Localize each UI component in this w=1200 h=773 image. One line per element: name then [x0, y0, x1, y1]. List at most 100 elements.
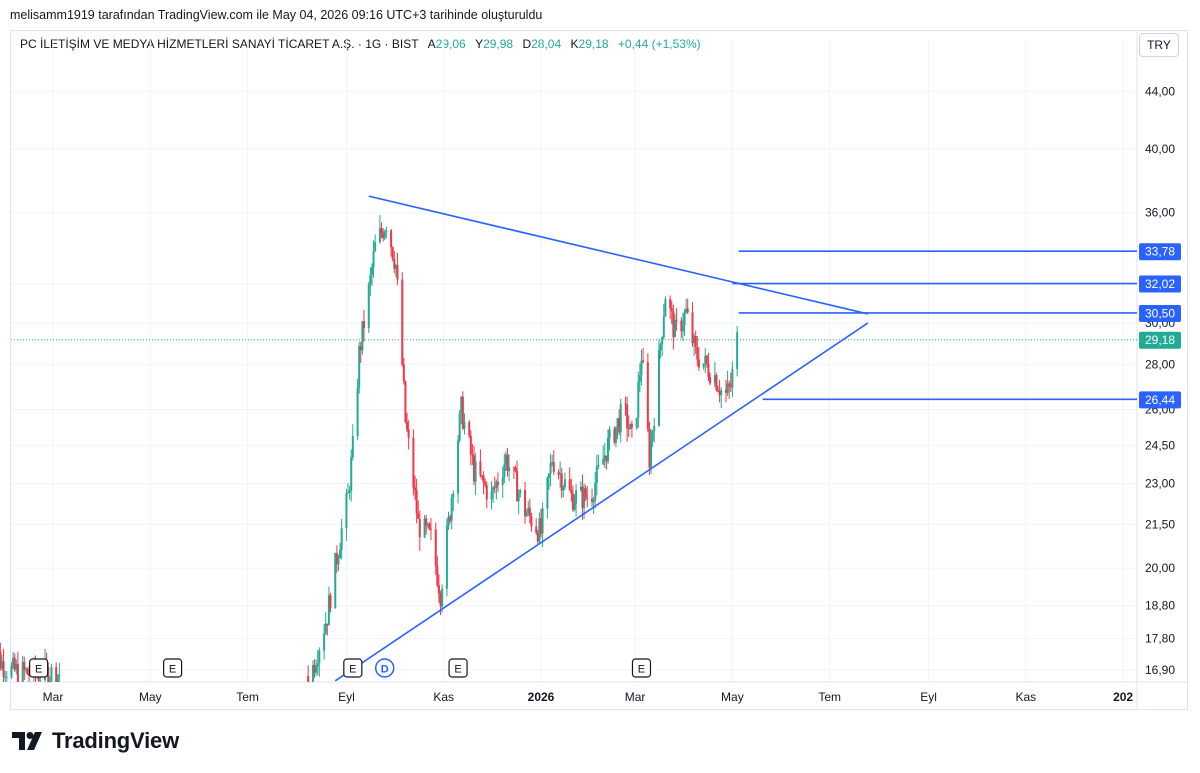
candle-body — [570, 489, 573, 494]
x-tick-label: Kas — [433, 690, 454, 704]
candle-body — [591, 498, 594, 502]
candle-body — [616, 418, 619, 427]
candle-body — [704, 355, 707, 364]
candle-body — [624, 403, 627, 405]
x-tick-label: Mar — [625, 690, 646, 704]
price-label: 32,02 — [1145, 277, 1175, 291]
candle-body — [473, 455, 476, 482]
candle-body — [372, 251, 375, 268]
price-label-bg — [1139, 304, 1181, 322]
candle-body — [323, 633, 326, 651]
candle-body — [23, 661, 26, 670]
candle-body — [356, 388, 359, 436]
candle-body — [530, 515, 533, 527]
candle-body — [318, 650, 321, 664]
close-label: K — [570, 37, 579, 51]
candle-body — [606, 438, 609, 462]
candle-body — [626, 404, 629, 428]
candle-body — [552, 461, 555, 472]
candle-body — [646, 362, 649, 430]
candle-body — [447, 516, 450, 526]
candle-body — [571, 493, 574, 510]
candle-body — [28, 674, 31, 676]
candle-body — [583, 488, 586, 508]
candle-body — [597, 464, 600, 467]
candle-body — [538, 518, 541, 542]
x-tick-label: Kas — [1015, 690, 1036, 704]
candle-body — [586, 498, 589, 500]
price-label: 30,50 — [1145, 306, 1175, 320]
candle-body — [450, 497, 453, 521]
candle-body — [334, 552, 337, 609]
candle-body — [337, 558, 340, 565]
candle-body — [56, 675, 59, 682]
tradingview-logo-icon — [12, 732, 42, 750]
candle-body — [351, 435, 354, 458]
tradingview-logo[interactable]: TradingView — [12, 728, 179, 754]
candle-body — [549, 463, 552, 474]
candle-body — [55, 667, 58, 682]
x-tick-label: Eyl — [338, 690, 355, 704]
candle-body — [313, 665, 316, 673]
candle-body — [404, 381, 407, 422]
candle-body — [369, 274, 372, 285]
candle-body — [670, 308, 673, 312]
candle-body — [417, 513, 420, 519]
open-label: A — [427, 37, 436, 51]
candle-body — [559, 473, 562, 475]
candle-body — [694, 336, 697, 347]
candle-body — [536, 532, 539, 542]
earnings-marker-label: E — [638, 664, 645, 676]
x-tick-label: Tem — [236, 690, 259, 704]
candle-body — [423, 518, 426, 538]
candle-body — [484, 482, 487, 486]
candle-body — [362, 321, 365, 329]
candle-body — [627, 427, 630, 430]
y-tick-label: 44,00 — [1145, 84, 1175, 98]
symbol-title[interactable]: PC İLETİŞİM VE MEDYA HİZMETLERİ SANAYİ T… — [20, 37, 419, 51]
earnings-marker-label: E — [169, 664, 176, 676]
candle-body — [579, 486, 582, 491]
candle-body — [709, 377, 712, 384]
candle-body — [26, 668, 29, 675]
candle-body — [581, 486, 584, 508]
candle-body — [348, 490, 351, 493]
chart-frame — [10, 30, 1188, 710]
currency-button[interactable]: TRY — [1139, 33, 1179, 57]
candle-body — [428, 523, 431, 529]
candle-body — [13, 657, 16, 670]
candle-body — [406, 421, 409, 430]
candle-body — [680, 320, 683, 332]
price-label: 26,44 — [1145, 393, 1175, 407]
candle-body — [10, 665, 13, 677]
candle-body — [396, 265, 399, 280]
candle-body — [463, 422, 466, 429]
candle-body — [449, 516, 452, 521]
candle-body — [648, 429, 651, 468]
y-tick-label: 24,50 — [1145, 438, 1175, 452]
brand-name: TradingView — [52, 728, 179, 753]
candle-body — [669, 299, 672, 309]
candle-body — [2, 661, 5, 677]
y-tick-label: 21,50 — [1145, 517, 1175, 531]
candle-body — [425, 518, 428, 526]
candle-body — [458, 412, 461, 441]
earnings-marker — [343, 658, 363, 678]
candle-body — [638, 375, 641, 382]
candle-body — [50, 667, 53, 682]
candle-body — [329, 595, 332, 609]
candle-body — [327, 595, 330, 626]
x-tick-label: Eyl — [920, 690, 937, 704]
candle-body — [452, 493, 455, 498]
change-value: +0,44 (+1,53%) — [617, 37, 701, 51]
earnings-marker — [163, 658, 183, 678]
chart-caption: melisamm1919 tarafından TradingView.com … — [10, 8, 543, 22]
candle-body — [605, 455, 608, 462]
candle-body — [15, 663, 18, 670]
candle-body — [653, 425, 656, 431]
candle-body — [541, 508, 544, 534]
candle-body — [506, 454, 509, 472]
candle-body — [528, 507, 531, 516]
candle-body — [382, 233, 385, 239]
